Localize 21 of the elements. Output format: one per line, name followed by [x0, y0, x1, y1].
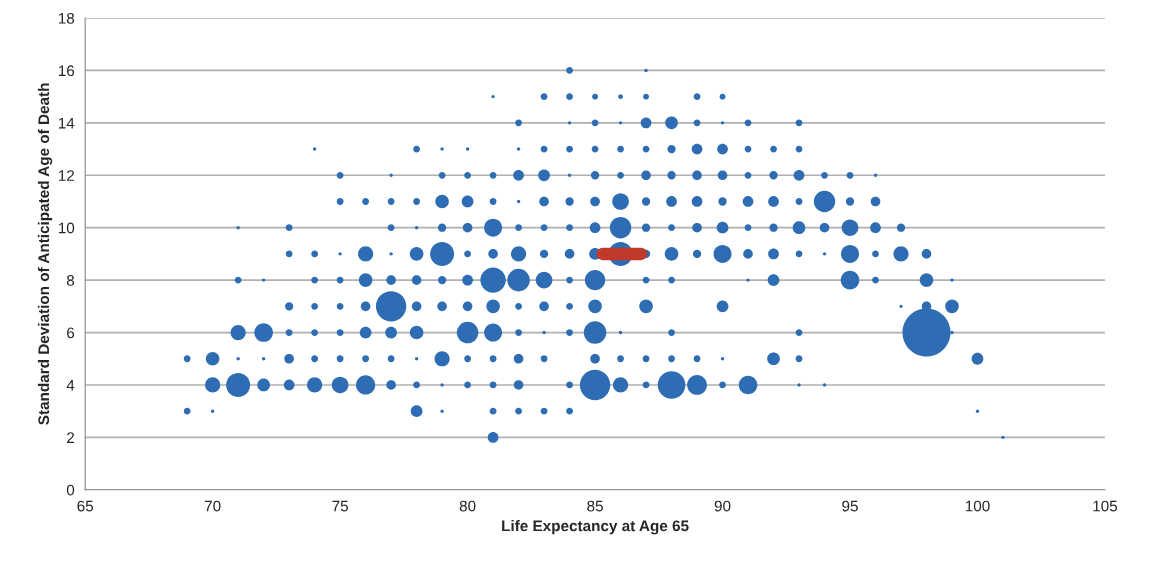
- y-tick-label: 4: [66, 379, 75, 391]
- y-tick-label: 6: [67, 327, 75, 339]
- y-tick-label: 16: [58, 65, 75, 77]
- x-tick-label: 90: [714, 500, 731, 512]
- y-tick-label: 2: [67, 432, 74, 443]
- y-tick-label: 12: [58, 170, 74, 181]
- y-tick-label: 0: [66, 484, 75, 496]
- x-axis-title: Life Expectancy at Age 65: [502, 520, 689, 535]
- x-tick-label: 75: [332, 500, 348, 512]
- x-tick-label: 100: [965, 500, 990, 512]
- x-tick-label: 85: [587, 500, 603, 512]
- y-tick-label: 14: [58, 117, 75, 129]
- y-tick-label: 8: [66, 274, 75, 286]
- y-axis-title: Standard Deviation of Anticipated Age of Death: [37, 83, 53, 425]
- x-tick-label: 80: [459, 500, 476, 512]
- y-tick-label: 18: [58, 12, 75, 24]
- y-tick-label: 10: [58, 222, 75, 234]
- x-tick-label: 70: [204, 500, 221, 512]
- x-tick-label: 95: [842, 500, 858, 512]
- x-tick-label: 65: [77, 500, 94, 512]
- x-tick-label: 105: [1093, 500, 1118, 512]
